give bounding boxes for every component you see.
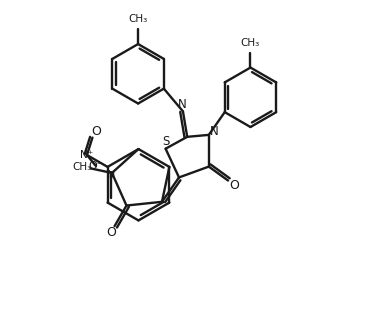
Text: N: N: [209, 125, 218, 139]
Text: N⁺: N⁺: [80, 150, 94, 160]
Text: O: O: [106, 226, 116, 239]
Text: O: O: [91, 125, 101, 138]
Text: O⁻: O⁻: [89, 161, 103, 171]
Text: CH₃: CH₃: [72, 162, 92, 172]
Text: S: S: [162, 135, 169, 148]
Text: CH₃: CH₃: [128, 14, 148, 24]
Text: CH₃: CH₃: [241, 38, 260, 48]
Text: N: N: [107, 170, 115, 180]
Text: O: O: [230, 179, 240, 192]
Text: N: N: [178, 98, 186, 111]
